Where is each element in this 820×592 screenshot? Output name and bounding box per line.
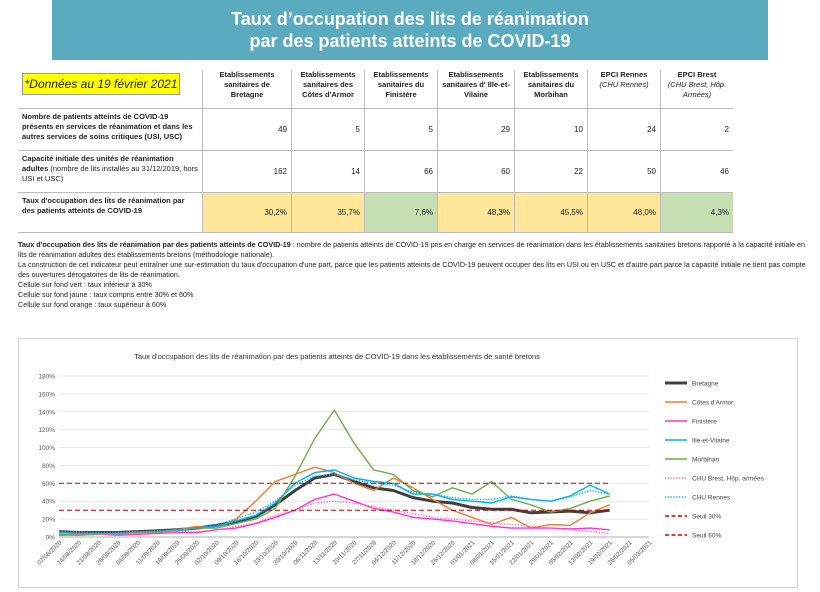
legend-yellow-note: Cellule sur fond jaune : taux compris en… xyxy=(18,290,194,299)
table-cell: 22 xyxy=(514,150,588,193)
y-tick-label: 140% xyxy=(38,409,55,416)
col-epci-rennes: EPCI Rennes (CHU Rennes) xyxy=(587,70,661,109)
table-row: Nombre de patients atteints de COVID-19 … xyxy=(18,108,733,151)
table-cell: 46 xyxy=(660,150,733,193)
col-bretagne: Etablissements sanitaires de Bretagne xyxy=(202,70,292,109)
table-cell: 4,3% xyxy=(660,192,733,233)
table-cell: 162 xyxy=(202,150,292,193)
table-cell: 10 xyxy=(514,108,588,151)
series-line-morbihan xyxy=(58,409,610,536)
definition-text: Taux d'occupation des lits de réanimatio… xyxy=(18,240,805,259)
table-cell: 48,0% xyxy=(587,192,661,233)
y-tick-label: 100% xyxy=(38,445,55,452)
table-cell: 50 xyxy=(587,150,661,193)
col-epci-brest: EPCI Brest (CHU Brest, Hôp. Armées) xyxy=(660,70,733,109)
legend-label: Seuil 30% xyxy=(692,514,721,521)
occupancy-line-chart: Taux d'occupation des lits de réanimatio… xyxy=(36,352,765,567)
series-line-finist-re xyxy=(58,493,610,536)
table-row: Capacité initiale des unités de réanimat… xyxy=(18,150,733,193)
table-cell: 66 xyxy=(364,150,438,193)
legend-label: CHU Brest, Hôp. armées xyxy=(692,476,765,483)
chart-title: Taux d'occupation des lits de réanimatio… xyxy=(134,352,540,361)
y-tick-label: 40% xyxy=(42,499,55,506)
col-ille-et-vilaine: Etablissements sanitaires d' Ille-et-Vil… xyxy=(437,70,515,109)
legend-label: Côtes d'Armor xyxy=(692,400,734,407)
table-cell: 24 xyxy=(587,108,661,151)
y-tick-label: 20% xyxy=(42,517,55,524)
series-line-ille-et-vilaine xyxy=(58,469,610,536)
chart-container: Taux d'occupation des lits de réanimatio… xyxy=(18,338,798,588)
table-row: Taux d'occupation des lits de réanimatio… xyxy=(18,192,733,233)
table-cell: 29 xyxy=(437,108,515,151)
series-line-chu-brest-h-p-arm-es xyxy=(59,500,610,536)
legend-label: Bretagne xyxy=(692,381,719,388)
definition-notes: Taux d'occupation des lits de réanimatio… xyxy=(18,240,808,310)
y-tick-label: 60% xyxy=(42,481,55,488)
table-cell: 60 xyxy=(437,150,515,193)
table-cell: 14 xyxy=(291,150,365,193)
legend-label: Morbihan xyxy=(692,457,719,464)
col-morbihan: Etablissements sanitaires du Morbihan xyxy=(514,70,588,109)
occupancy-table: Etablissements sanitaires de Bretagne Et… xyxy=(18,70,733,233)
row-label: Taux d'occupation des lits de réanimatio… xyxy=(18,192,203,233)
page-title-line2: par des patients atteints de COVID-19 xyxy=(249,31,571,51)
legend-green-note: Cellule sur fond vert : taux inférieur à… xyxy=(18,280,152,289)
legend-label: CHU Rennes xyxy=(692,495,731,502)
row-label: Capacité initiale des unités de réanimat… xyxy=(18,150,203,193)
table-cell: 48,3% xyxy=(437,192,515,233)
table-cell: 49 xyxy=(202,108,292,151)
row-label: Nombre de patients atteints de COVID-19 … xyxy=(18,108,203,151)
legend-label: Finistère xyxy=(692,419,717,426)
table-cell: 35,7% xyxy=(291,192,365,233)
table-cell: 45,5% xyxy=(514,192,588,233)
legend-label: Seuil 60% xyxy=(692,533,721,540)
table-cell: 7,6% xyxy=(364,192,438,233)
page-title-line1: Taux d’occupation des lits de réanimatio… xyxy=(231,9,589,29)
legend-orange-note: Cellule sur fond orange : taux supérieur… xyxy=(18,300,167,309)
y-tick-label: 120% xyxy=(38,427,55,434)
data-date-note: *Données au 19 février 2021 xyxy=(22,73,180,95)
col-finistere: Etablissements sanitaires du Finistère xyxy=(364,70,438,109)
y-tick-label: 160% xyxy=(38,391,55,398)
legend-label: Ille-et-Vilaine xyxy=(692,438,730,445)
col-cotes-armor: Etablissements sanitaires des Côtes d'Ar… xyxy=(291,70,365,109)
y-tick-label: 0% xyxy=(46,535,56,542)
page-banner: Taux d’occupation des lits de réanimatio… xyxy=(52,0,768,60)
method-note: La construction de cet indicateur peut e… xyxy=(18,260,806,279)
table-cell: 2 xyxy=(660,108,733,151)
y-tick-label: 180% xyxy=(38,374,55,381)
y-tick-label: 80% xyxy=(42,463,55,470)
table-cell: 5 xyxy=(364,108,438,151)
table-cell: 5 xyxy=(291,108,365,151)
table-cell: 30,2% xyxy=(202,192,292,233)
